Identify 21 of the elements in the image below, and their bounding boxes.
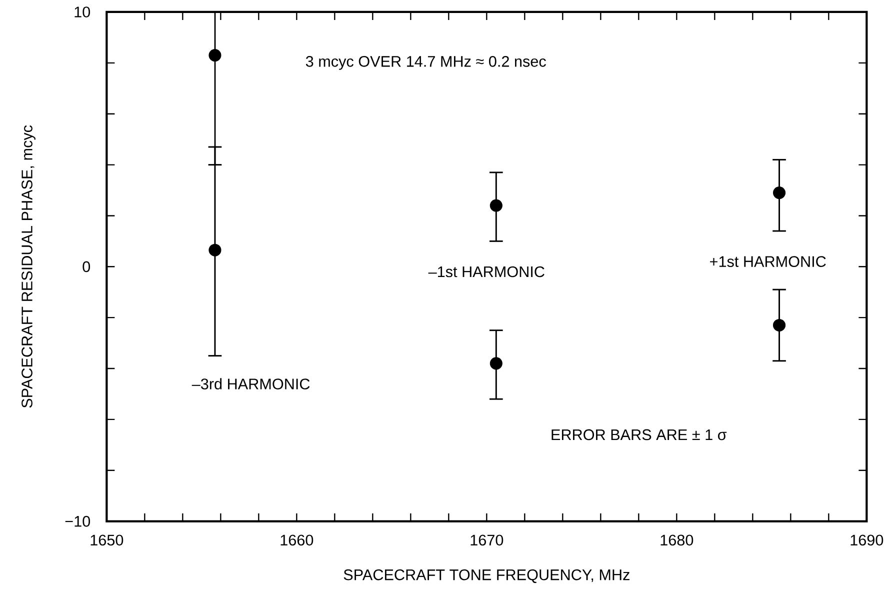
y-axis-title: SPACECRAFT RESIDUAL PHASE, mcyc [22, 125, 36, 408]
x-axis-title: SPACECRAFT TONE FREQUENCY, MHz [344, 569, 630, 583]
point [490, 199, 502, 212]
annotation: ERROR BARS ARE ± 1 σ [552, 429, 727, 440]
x-tick-label: 1690 [850, 534, 884, 546]
annotation: –3rd HARMONIC [192, 378, 310, 390]
y-tick-label: 0 [82, 261, 90, 272]
x-tick-label: 1680 [660, 534, 694, 546]
point [490, 357, 502, 370]
point [772, 318, 786, 332]
point [208, 49, 222, 62]
annotation: 3 mcyc OVER 14.7 MHz ≈ 0.2 nsec [306, 56, 546, 70]
point [208, 244, 222, 256]
x-tick-label: 1660 [280, 534, 314, 546]
annotation: +1st HARMONIC [710, 256, 826, 267]
annotation: –1st HARMONIC [428, 266, 544, 278]
x-tick-label: 1650 [90, 534, 124, 546]
x-tick-label: 1670 [470, 534, 504, 546]
point [772, 186, 786, 200]
y-tick-label: 10 [74, 6, 90, 18]
y-tick-label: −10 [65, 516, 90, 527]
